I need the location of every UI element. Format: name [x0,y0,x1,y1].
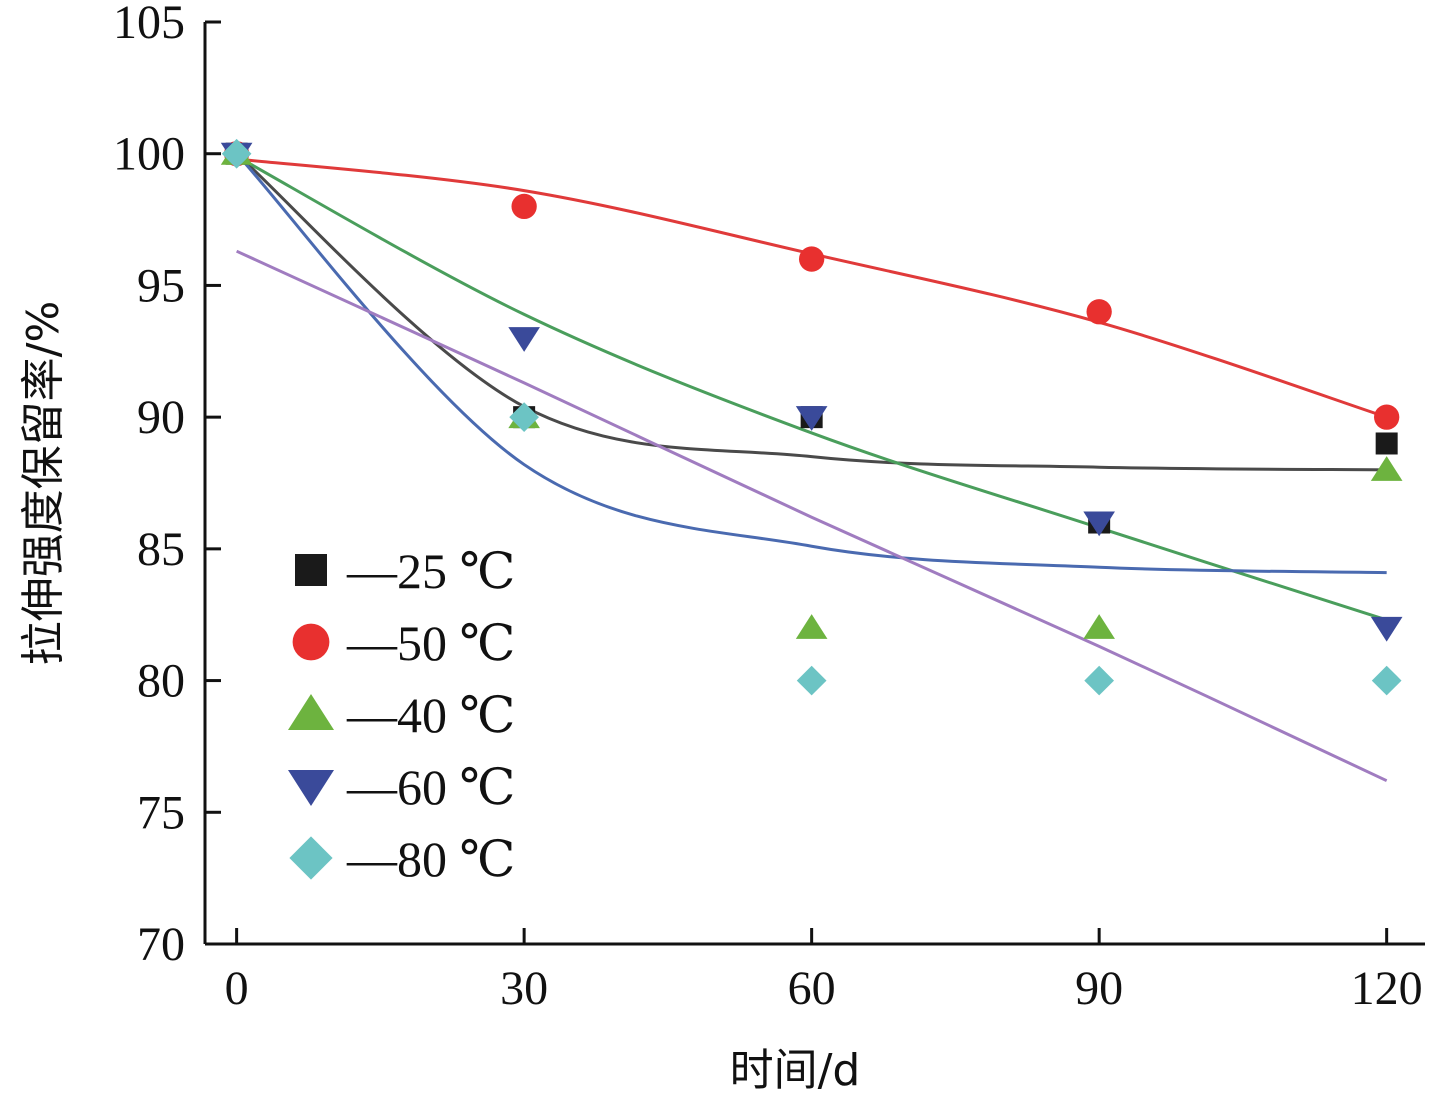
fit-line-series-2 [235,155,1388,622]
data-point-series-4 [796,665,827,696]
data-point-series-1 [798,246,825,272]
y-tick-label: 95 [137,259,185,312]
fit-lines [235,152,1388,783]
y-tick-label: 100 [113,128,185,181]
axes [203,22,1425,946]
y-tick-label: 75 [137,786,185,839]
legend-marker-4 [289,836,333,880]
fit-line-series-0 [235,152,1387,472]
data-point-series-2 [1083,614,1115,639]
data-point-series-1 [1374,404,1400,430]
legend-label-2: —40 ℃ [346,687,515,743]
data-point-series-2 [1370,456,1403,481]
legend-marker-1 [292,623,330,661]
x-tick-label: 90 [1075,962,1123,1015]
data-point-series-3 [1370,616,1403,642]
y-tick-label: 90 [137,391,185,444]
data-point-series-0 [1375,432,1398,455]
x-tick-label: 30 [500,962,548,1015]
legend-marker-2 [288,694,334,730]
legend-label-1: —50 ℃ [346,615,515,671]
y-ticks: 70 75 80 85 90 95 100 105 [113,0,221,971]
data-point-series-4 [509,402,539,432]
fit-line-series-1 [236,157,1388,419]
data-point-series-3 [508,327,540,352]
legend-marker-0 [295,554,327,586]
x-axis-title: 时间/d [730,1045,861,1096]
x-tick-label: 120 [1351,962,1423,1015]
fit-line-series-3 [235,152,1387,575]
data-point-series-3 [1083,511,1115,537]
legend-label-3: —60 ℃ [346,759,515,815]
y-axis-title: 拉伸强度保留率/% [18,301,69,666]
data-point-series-1 [511,193,537,220]
y-tick-label: 85 [137,523,185,576]
fit-line-series-4 [236,249,1388,783]
legend: —25 ℃ —50 ℃ —40 ℃ —60 ℃ —80 ℃ [288,543,515,887]
legend-label-4: —80 ℃ [346,831,515,887]
data-point-series-3 [795,406,828,431]
x-tick-label: 0 [225,962,249,1015]
x-ticks: 0 30 60 90 120 [225,928,1423,1015]
data-point-series-4 [221,138,252,169]
legend-marker-3 [288,770,334,806]
y-tick-label: 105 [113,0,185,49]
data-markers [220,138,1403,696]
data-point-series-4 [1084,665,1115,696]
data-point-series-2 [795,614,828,639]
y-tick-label: 70 [137,918,185,971]
data-point-series-4 [1371,665,1402,696]
legend-label-0: —25 ℃ [346,543,515,599]
data-point-series-1 [1086,299,1112,325]
y-tick-label: 80 [137,655,185,708]
x-tick-label: 60 [788,962,836,1015]
